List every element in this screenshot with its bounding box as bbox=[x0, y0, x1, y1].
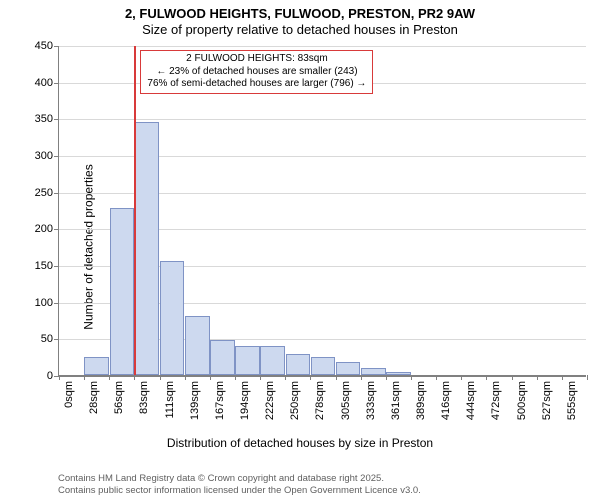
x-tick-label: 194sqm bbox=[239, 381, 251, 420]
x-tick bbox=[210, 375, 211, 380]
histogram-bar bbox=[260, 346, 285, 375]
x-tick-label: 28sqm bbox=[88, 381, 100, 414]
chart-titles: 2, FULWOOD HEIGHTS, FULWOOD, PRESTON, PR… bbox=[0, 0, 600, 39]
x-tick bbox=[84, 375, 85, 380]
x-tick bbox=[537, 375, 538, 380]
histogram-bar bbox=[286, 354, 311, 375]
histogram-bar bbox=[361, 368, 386, 375]
x-tick bbox=[411, 375, 412, 380]
x-tick-label: 527sqm bbox=[541, 381, 553, 420]
chart-container: Number of detached properties 0501001502… bbox=[0, 42, 600, 452]
y-tick bbox=[54, 119, 59, 120]
x-tick bbox=[436, 375, 437, 380]
chart-title-line1: 2, FULWOOD HEIGHTS, FULWOOD, PRESTON, PR… bbox=[0, 6, 600, 22]
x-tick-label: 111sqm bbox=[164, 381, 176, 419]
x-tick bbox=[486, 375, 487, 380]
x-tick bbox=[310, 375, 311, 380]
histogram-bar bbox=[386, 372, 411, 375]
x-tick bbox=[361, 375, 362, 380]
histogram-bar bbox=[210, 340, 235, 375]
y-tick bbox=[54, 266, 59, 267]
gridline bbox=[59, 119, 586, 120]
x-tick-label: 278sqm bbox=[314, 381, 326, 420]
y-tick-label: 0 bbox=[47, 370, 53, 382]
x-tick bbox=[587, 375, 588, 380]
x-tick bbox=[386, 375, 387, 380]
x-tick-label: 250sqm bbox=[289, 381, 301, 420]
x-tick-label: 167sqm bbox=[214, 381, 226, 420]
x-tick-label: 56sqm bbox=[113, 381, 125, 414]
marker-line bbox=[134, 46, 136, 375]
y-tick-label: 150 bbox=[35, 260, 53, 272]
histogram-bar bbox=[336, 362, 361, 375]
y-tick bbox=[54, 339, 59, 340]
y-tick bbox=[54, 83, 59, 84]
annotation-box: 2 FULWOOD HEIGHTS: 83sqm ← 23% of detach… bbox=[140, 50, 373, 94]
x-tick-label: 500sqm bbox=[516, 381, 528, 420]
y-tick-label: 100 bbox=[35, 297, 53, 309]
x-tick-label: 416sqm bbox=[440, 381, 452, 420]
histogram-bar bbox=[235, 346, 260, 375]
y-tick bbox=[54, 46, 59, 47]
histogram-bar bbox=[135, 122, 160, 375]
y-tick-label: 200 bbox=[35, 223, 53, 235]
y-tick bbox=[54, 193, 59, 194]
x-tick-label: 333sqm bbox=[365, 381, 377, 420]
annotation-line2: ← 23% of detached houses are smaller (24… bbox=[156, 66, 357, 77]
gridline bbox=[59, 46, 586, 47]
histogram-bar bbox=[185, 316, 210, 375]
annotation-line1: 2 FULWOOD HEIGHTS: 83sqm bbox=[186, 53, 328, 64]
x-tick-label: 305sqm bbox=[340, 381, 352, 420]
y-tick-label: 300 bbox=[35, 150, 53, 162]
gridline bbox=[59, 376, 586, 377]
x-tick bbox=[562, 375, 563, 380]
x-tick-label: 472sqm bbox=[490, 381, 502, 420]
histogram-bar bbox=[110, 208, 135, 375]
x-tick-label: 0sqm bbox=[63, 381, 75, 408]
x-tick bbox=[260, 375, 261, 380]
x-tick bbox=[512, 375, 513, 380]
y-tick bbox=[54, 229, 59, 230]
x-tick bbox=[336, 375, 337, 380]
plot-area: 0501001502002503003504004500sqm28sqm56sq… bbox=[58, 46, 586, 376]
footer-line2: Contains public sector information licen… bbox=[58, 485, 421, 496]
chart-title-line2: Size of property relative to detached ho… bbox=[0, 22, 600, 38]
x-axis-label: Distribution of detached houses by size … bbox=[0, 436, 600, 450]
x-tick bbox=[185, 375, 186, 380]
x-tick bbox=[134, 375, 135, 380]
x-tick-label: 361sqm bbox=[390, 381, 402, 420]
x-tick bbox=[285, 375, 286, 380]
x-tick-label: 222sqm bbox=[264, 381, 276, 420]
y-tick bbox=[54, 156, 59, 157]
x-tick-label: 139sqm bbox=[189, 381, 201, 420]
x-tick bbox=[160, 375, 161, 380]
y-tick-label: 350 bbox=[35, 113, 53, 125]
chart-footer: Contains HM Land Registry data © Crown c… bbox=[58, 473, 421, 496]
y-tick-label: 250 bbox=[35, 187, 53, 199]
x-tick bbox=[235, 375, 236, 380]
annotation-line3: 76% of semi-detached houses are larger (… bbox=[147, 78, 366, 89]
x-tick-label: 83sqm bbox=[138, 381, 150, 414]
x-tick bbox=[109, 375, 110, 380]
x-tick bbox=[59, 375, 60, 380]
x-tick-label: 444sqm bbox=[465, 381, 477, 420]
footer-line1: Contains HM Land Registry data © Crown c… bbox=[58, 473, 384, 484]
y-tick-label: 450 bbox=[35, 40, 53, 52]
x-tick-label: 389sqm bbox=[415, 381, 427, 420]
y-tick-label: 400 bbox=[35, 77, 53, 89]
histogram-bar bbox=[84, 357, 109, 375]
y-tick bbox=[54, 303, 59, 304]
histogram-bar bbox=[160, 261, 185, 375]
histogram-bar bbox=[311, 357, 336, 375]
y-tick-label: 50 bbox=[41, 333, 53, 345]
x-tick bbox=[461, 375, 462, 380]
x-tick-label: 555sqm bbox=[566, 381, 578, 420]
